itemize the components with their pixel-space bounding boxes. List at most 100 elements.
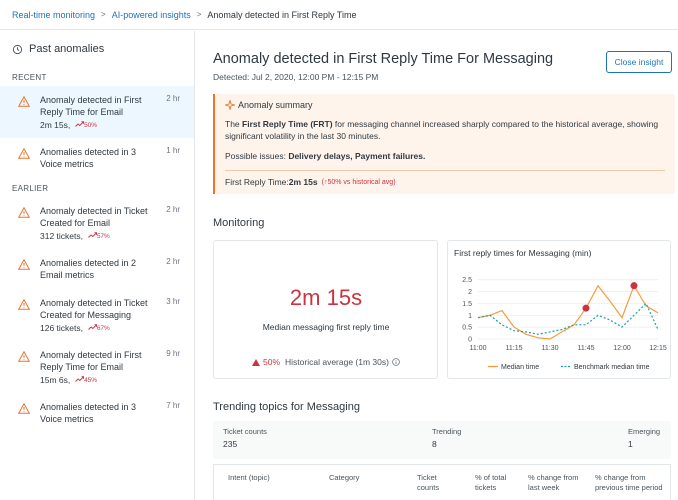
sidebar-section-label: RECENT [12,73,47,82]
y-tick-label: 0.5 [462,325,472,332]
column-header-category[interactable]: Category [329,473,360,482]
anomaly-time: 2 hr [166,257,180,266]
anomaly-meta: 2m 15s, 50% [40,120,98,130]
anomaly-summary: Anomaly summary The First Reply Time (FR… [213,94,675,194]
anomaly-title: Anomaly detected in Ticket Created for E… [40,206,148,228]
breadcrumb-link-realtime[interactable]: Real-time monitoring [12,9,96,20]
possible-issues: Possible issues: Delivery delays, Paymen… [225,151,426,161]
trend-up: 45% [73,376,97,384]
y-tick-label: 2.5 [462,277,472,284]
sidebar-title: Past anomalies [29,43,105,55]
triangle-up-icon [252,358,261,366]
anomaly-title: Anomaly detected in First Reply Time for… [40,350,142,372]
info-icon[interactable] [392,358,400,366]
column-header-pct-total[interactable]: % of total tickets [475,473,507,492]
sidebar-header: Past anomalies [0,31,194,67]
metric-change: 50% Historical average (1m 30s) [214,357,438,367]
anomaly-list-item[interactable]: Anomaly detected in First Reply Time for… [0,341,194,393]
anomaly-time: 1 hr [166,146,180,155]
summary-text: The First Reply Time (FRT) for messaging… [225,119,659,141]
series-line-benchmark [477,302,659,335]
legend-label: Median time [501,364,539,371]
sidebar: Past anomalies RECENT Anomaly detected in… [0,31,195,500]
anomaly-time: 9 hr [166,349,180,358]
frt-comparison: (↑50% vs historical avg) [321,178,396,186]
anomaly-list-item[interactable]: Anomalies detected in 2 Email metrics 2 h… [0,249,194,289]
trend-up: 67% [86,324,110,332]
anomaly-title: Anomalies detected in 3 Voice metrics [40,402,137,424]
topic-stats: Ticket counts 235 Trending 8 Emerging 1 [213,421,671,459]
anomaly-point [630,282,638,290]
page-title: Anomaly detected in First Reply Time For… [213,51,554,67]
metric-card: 2m 15s Median messaging first reply time… [213,240,438,379]
column-header-ticket-counts[interactable]: Ticket counts [417,473,440,492]
warning-icon [17,350,32,385]
x-tick-label: 11:00 [470,345,487,352]
trend-up: 50% [73,121,97,129]
history-icon [12,44,23,54]
column-header-intent[interactable]: Intent (topic) [228,473,270,482]
chevron-right-icon: > [101,10,106,19]
anomaly-list-item[interactable]: Anomaly detected in First Reply Time for… [0,86,194,138]
warning-icon [17,147,32,170]
anomaly-list-item[interactable]: Anomalies detected in 3 Voice metrics 7 h… [0,393,194,433]
anomaly-meta: 15m 6s, 45% [40,375,98,385]
breadcrumb-link-insights[interactable]: AI-powered insights [111,9,191,20]
anomaly-meta: 126 tickets, 67% [40,323,110,333]
breadcrumb-current: Anomaly detected in First Reply Time [207,9,357,20]
series-line-median [477,284,659,340]
y-tick-label: 1.5 [462,301,472,308]
warning-icon [17,206,32,241]
stat-emerging: Emerging 1 [628,427,661,449]
warning-icon [17,402,32,425]
y-tick-label: 0 [468,337,472,344]
metric-value: 2m 15s [289,285,363,310]
anomaly-title: Anomaly detected in Ticket Created for M… [40,298,148,320]
column-header-change-period[interactable]: % change from previous time period [595,473,663,492]
trend-up-icon [75,376,85,384]
x-tick-label: 11:45 [578,345,595,352]
monitoring-title: Monitoring [213,217,265,229]
anomaly-time: 2 hr [166,94,180,103]
divider [225,170,665,171]
sidebar-section-label: EARLIER [12,184,49,193]
stat-trending: Trending 8 [432,427,462,449]
warning-icon [17,95,32,130]
close-insight-button[interactable]: Close insight [606,51,672,73]
breadcrumb: Real-time monitoring > AI-powered insigh… [0,0,678,30]
x-tick-label: 12:00 [613,345,631,352]
anomaly-list-item[interactable]: Anomalies detected in 3 Voice metrics 1 h… [0,138,194,178]
metric-label: Median messaging first reply time [262,322,390,332]
chevron-right-icon: > [196,10,202,19]
anomaly-list-item[interactable]: Anomaly detected in Ticket Created for E… [0,197,194,249]
summary-heading: Anomaly summary [238,100,313,110]
y-tick-label: 2 [468,289,472,296]
line-chart: 0 0.5 1 1.5 2 2.5 11:00 11:15 11:30 11:45 12:00 12:… [462,277,667,371]
detected-time: Detected: Jul 2, 2020, 12:00 PM - 12:15 … [213,72,379,82]
anomaly-time: 2 hr [166,205,180,214]
main-panel: Anomaly detected in First Reply Time For… [196,31,678,500]
anomaly-time: 3 hr [166,297,180,306]
trending-title: Trending topics for Messaging [213,401,360,413]
anomaly-list: RECENT Anomaly detected in First Reply Ti… [0,67,194,433]
anomaly-list-item[interactable]: Anomaly detected in Ticket Created for M… [0,289,194,341]
trend-up: 57% [86,232,110,240]
trend-up-icon [87,324,97,332]
legend-label: Benchmark median time [574,364,650,371]
stat-ticket-counts: Ticket counts 235 [223,427,267,449]
y-tick-label: 1 [468,313,472,320]
anomaly-point [582,304,590,312]
anomaly-title: Anomaly detected in First Reply Time for… [40,95,142,117]
column-header-change-week[interactable]: % change from last week [528,473,579,492]
x-tick-label: 12:15 [649,345,667,352]
trend-up-icon [75,121,85,129]
frt-summary: First Reply Time: 2m 15s (↑50% vs histor… [225,177,396,187]
warning-icon [17,258,32,281]
x-tick-label: 11:30 [542,345,559,352]
x-tick-label: 11:15 [506,345,523,352]
anomaly-meta: 312 tickets, 57% [40,231,110,241]
sparkle-icon [225,100,235,110]
warning-icon [17,298,32,333]
topics-table: Intent (topic) Category Ticket counts % … [213,464,671,500]
